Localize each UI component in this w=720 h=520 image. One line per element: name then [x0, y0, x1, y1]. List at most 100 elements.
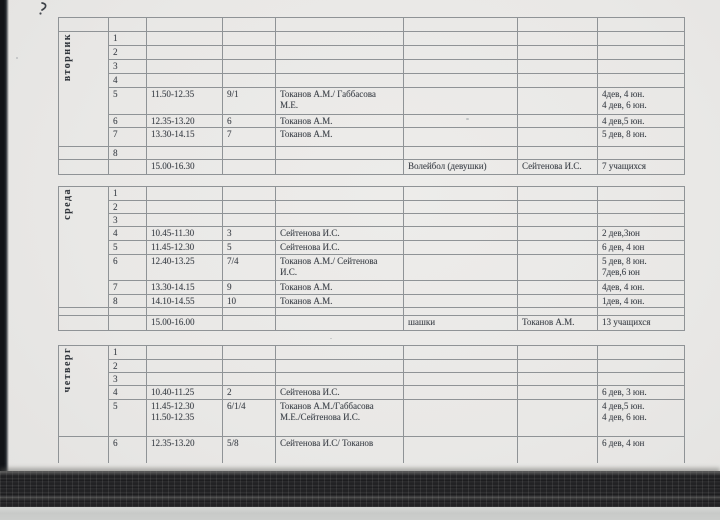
teacher-cell: [275, 315, 404, 331]
supervisor-cell: Сейтенова И.С.: [517, 159, 598, 175]
time-cell: [146, 213, 223, 227]
time-cell: 15.00-16.00: [146, 315, 223, 331]
supervisor-cell: [517, 59, 598, 74]
students-cell: 1дев, 4 юн.: [597, 294, 685, 308]
students-cell: 2 дев,3юн: [597, 226, 685, 241]
time-cell: 10.45-11.30: [146, 226, 223, 241]
time-cell: 13.30-14.15: [146, 127, 223, 147]
activity-cell: [403, 59, 518, 74]
group-cell: 3: [222, 226, 276, 241]
supervisor-cell: Токанов А.М.: [517, 315, 598, 331]
supervisor-cell: [517, 87, 598, 115]
time-cell: [146, 146, 223, 160]
scanner-dark-band: [0, 471, 720, 507]
lesson-number-cell: 3: [108, 213, 147, 227]
supervisor-cell: [517, 280, 598, 295]
lesson-number-cell: [108, 159, 147, 175]
lesson-number-cell: 7: [108, 280, 147, 295]
teacher-cell: Сейтенова И.С/ Токанов: [275, 436, 404, 463]
time-cell: [146, 359, 223, 373]
activity-cell: [403, 127, 518, 147]
activity-cell: [403, 45, 518, 60]
time-cell: 12.40-13.25: [146, 254, 223, 281]
activity-cell: [403, 436, 518, 463]
day-label: среда: [62, 188, 73, 220]
group-cell: 5: [222, 240, 276, 255]
group-cell: [222, 159, 276, 175]
group-cell: 7/4: [222, 254, 276, 281]
time-cell: 11.45-12.30 11.50-12.35: [146, 399, 223, 437]
day-label: четверг: [62, 347, 73, 393]
schedule-table-wednesday: среда 1 2 3 4 10.45-11.30 3 Сейтенова И.…: [58, 186, 685, 331]
time-cell: 12.35-13.20: [146, 114, 223, 128]
lesson-number-cell: 3: [108, 59, 147, 74]
supervisor-cell: [517, 385, 598, 400]
group-cell: [222, 31, 276, 46]
schedule-table-tuesday: вторник 1 2 3 4 5 11.50-12.35: [58, 17, 685, 175]
teacher-cell: [275, 73, 404, 88]
group-cell: [222, 307, 276, 316]
students-cell: [597, 146, 685, 160]
time-cell: [146, 200, 223, 214]
lesson-number-cell: 6: [108, 114, 147, 128]
teacher-cell: Токанов А.М.: [275, 127, 404, 147]
teacher-cell: Токанов А.М.: [275, 280, 404, 295]
activity-cell: шашки: [403, 315, 518, 331]
lesson-number-cell: 2: [108, 45, 147, 60]
empty-day-cell: [58, 307, 109, 316]
supervisor-cell: [517, 294, 598, 308]
time-cell: [146, 45, 223, 60]
students-cell: 13 учащихся: [597, 315, 685, 331]
empty-day-cell: [58, 146, 109, 160]
supervisor-cell: [517, 127, 598, 147]
activity-cell: [403, 359, 518, 373]
teacher-cell: Токанов А.М./ Сейтенова И.С.: [275, 254, 404, 281]
scanner-bed-strip: [0, 507, 720, 520]
activity-cell: [403, 307, 518, 316]
pen-mark: [39, 2, 47, 15]
day-cell: четверг: [58, 345, 109, 437]
teacher-cell: Токанов А.М./ Габбасова М.Е.: [275, 87, 404, 115]
group-cell: [222, 73, 276, 88]
activity-cell: [403, 280, 518, 295]
teacher-cell: [275, 59, 404, 74]
supervisor-cell: [517, 372, 598, 386]
lesson-number-cell: [108, 17, 147, 32]
lesson-number-cell: 3: [108, 372, 147, 386]
students-cell: 4 дев,5 юн.: [597, 114, 685, 128]
teacher-cell: Сейтенова И.С.: [275, 226, 404, 241]
supervisor-cell: [517, 213, 598, 227]
supervisor-cell: [517, 200, 598, 214]
supervisor-cell: [517, 359, 598, 373]
teacher-cell: [275, 31, 404, 46]
group-cell: 2: [222, 385, 276, 400]
activity-cell: [403, 399, 518, 437]
time-cell: 11.45-12.30: [146, 240, 223, 255]
students-cell: [597, 31, 685, 46]
group-cell: [222, 213, 276, 227]
teacher-cell: [275, 345, 404, 360]
teacher-cell: [275, 213, 404, 227]
time-cell: 13.30-14.15: [146, 280, 223, 295]
time-cell: [146, 73, 223, 88]
lesson-number-cell: 1: [108, 345, 147, 360]
lesson-number-cell: 5: [108, 240, 147, 255]
empty-day-cell: [58, 17, 109, 32]
students-cell: [597, 359, 685, 373]
group-cell: 10: [222, 294, 276, 308]
time-cell: 11.50-12.35: [146, 87, 223, 115]
empty-day-cell: [58, 315, 109, 331]
activity-cell: [403, 73, 518, 88]
students-cell: [597, 17, 685, 32]
students-cell: [597, 307, 685, 316]
group-cell: [222, 345, 276, 360]
teacher-cell: [275, 159, 404, 175]
teacher-cell: [275, 307, 404, 316]
lesson-number-cell: 5: [108, 399, 147, 437]
students-cell: [597, 200, 685, 214]
activity-cell: [403, 294, 518, 308]
students-cell: 4 дев,5 юн. 4 дев, 6 юн.: [597, 399, 685, 437]
lesson-number-cell: 4: [108, 73, 147, 88]
supervisor-cell: [517, 114, 598, 128]
